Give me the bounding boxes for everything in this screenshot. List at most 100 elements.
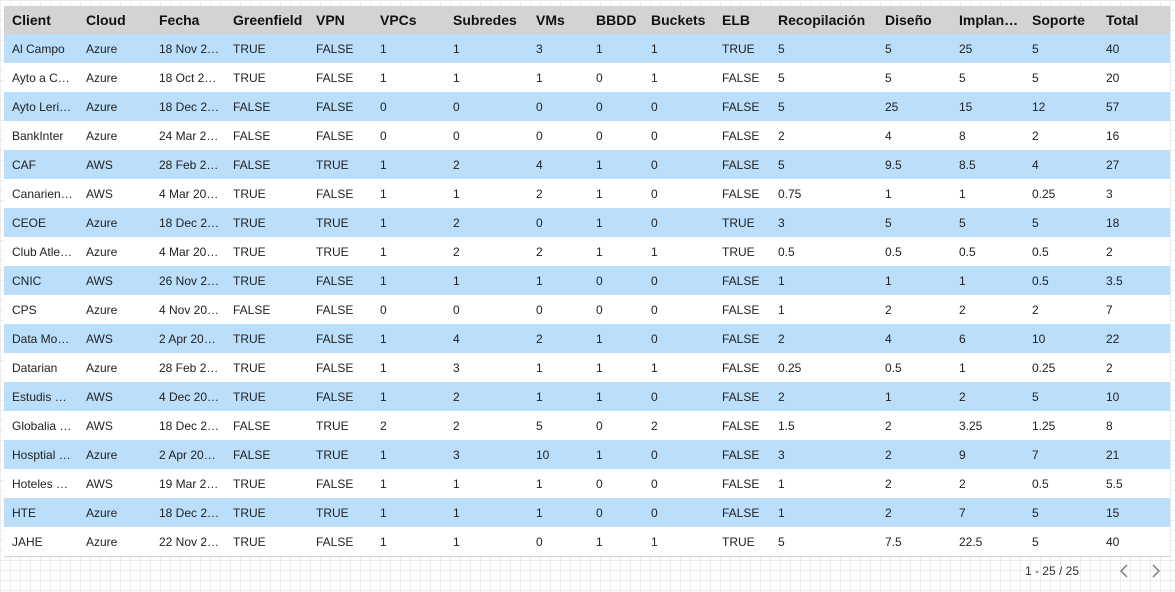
cell-fecha: 28 Feb 2… [151,150,225,179]
cell-bbdd: 1 [588,208,643,237]
pagination: 1 - 25 / 25 [1025,562,1165,580]
table-row[interactable]: HTE Azure 18 Dec 2… TRUE TRUE 1 1 1 0 0 FALSE 1 2 7 5 1… [4,498,1170,527]
column-header-vms[interactable]: VMs [528,6,588,34]
cell-subredes: 1 [445,498,528,527]
column-header-vpcs[interactable]: VPCs [372,6,445,34]
table-row[interactable]: Canarien… AWS 4 Mar 20… TRUE FALSE 1 1 2 1 0 FALSE… [4,179,1170,208]
table-row[interactable]: CAF AWS 28 Feb 2… FALSE TRUE 1 2 4 1 0 FALSE 5 9.5 8.… [4,150,1170,179]
cell-greenfield: TRUE [225,527,308,556]
cell-total: 21 [1098,440,1170,469]
chevron-right-icon[interactable] [1147,562,1165,580]
cell-elb: TRUE [714,208,770,237]
column-header-buckets[interactable]: Buckets [643,6,714,34]
table-row[interactable]: Globalia … AWS 18 Dec 2… FALSE TRUE 2 2 5 0 2 FALS… [4,411,1170,440]
cell-total: 2 [1098,237,1170,266]
cell-vms: 0 [528,295,588,324]
column-header-greenfield[interactable]: Greenfield [225,6,308,34]
cell-soporte: 0.5 [1024,237,1098,266]
table-row[interactable]: Datarian Azure 28 Feb 2… TRUE FALSE 1 3 1 1 1 FALS… [4,353,1170,382]
column-header-bbdd[interactable]: BBDD [588,6,643,34]
column-header-vpn[interactable]: VPN [308,6,372,34]
cell-soporte: 5 [1024,63,1098,92]
cell-subredes: 0 [445,121,528,150]
column-header-total[interactable]: Total [1098,6,1170,34]
cell-fecha: 2 Apr 20… [151,440,225,469]
cell-client: Canarien… [4,179,78,208]
table-row[interactable]: CPS Azure 4 Nov 20… FALSE FALSE 0 0 0 0 0 FALSE 1 2 2… [4,295,1170,324]
cell-vpcs: 1 [372,324,445,353]
cell-implan: 0.5 [951,237,1024,266]
cell-fecha: 18 Dec 2… [151,498,225,527]
cell-diseno: 4 [877,324,951,353]
cell-client: CPS [4,295,78,324]
cell-buckets: 0 [643,121,714,150]
cell-greenfield: TRUE [225,382,308,411]
cell-vpn: FALSE [308,92,372,121]
column-header-implan[interactable]: Implan… [951,6,1024,34]
cell-soporte: 0.5 [1024,266,1098,295]
cell-cloud: AWS [78,150,151,179]
table-row[interactable]: JAHE Azure 22 Nov 2… TRUE FALSE 1 1 0 1 1 TRUE 5 7.5… [4,527,1170,556]
cell-vpn: FALSE [308,382,372,411]
column-header-cloud[interactable]: Cloud [78,6,151,34]
cell-recopilacion: 0.75 [770,179,877,208]
cell-bbdd: 1 [588,237,643,266]
cell-soporte: 10 [1024,324,1098,353]
cell-buckets: 0 [643,150,714,179]
column-header-recopilacion[interactable]: Recopilación [770,6,877,34]
cell-greenfield: FALSE [225,411,308,440]
cell-implan: 7 [951,498,1024,527]
cell-diseno: 0.5 [877,237,951,266]
cell-recopilacion: 2 [770,121,877,150]
cell-vpn: FALSE [308,353,372,382]
cell-recopilacion: 2 [770,324,877,353]
table-row[interactable]: Data Mo… AWS 2 Apr 20… TRUE FALSE 1 4 2 1 0 FALSE 2… [4,324,1170,353]
cell-diseno: 2 [877,440,951,469]
cell-subredes: 1 [445,34,528,63]
cell-bbdd: 0 [588,92,643,121]
cell-soporte: 7 [1024,440,1098,469]
cell-vpcs: 1 [372,237,445,266]
cell-bbdd: 1 [588,324,643,353]
cell-subredes: 0 [445,295,528,324]
cell-implan: 5 [951,208,1024,237]
table-row[interactable]: Hosptial … Azure 2 Apr 20… FALSE TRUE 1 3 10 1 0 F… [4,440,1170,469]
column-header-elb[interactable]: ELB [714,6,770,34]
cell-recopilacion: 1 [770,469,877,498]
cell-soporte: 0.5 [1024,469,1098,498]
table-row[interactable]: Estudis … AWS 4 Dec 20… TRUE FALSE 1 2 1 1 0 FALSE… [4,382,1170,411]
cell-fecha: 4 Mar 20… [151,179,225,208]
cell-client: Hosptial … [4,440,78,469]
cell-vms: 0 [528,527,588,556]
table-row[interactable]: BankInter Azure 24 Mar 2… FALSE FALSE 0 0 0 0 0 FA… [4,121,1170,150]
table-row[interactable]: Al Campo Azure 18 Nov 2… TRUE FALSE 1 1 3 1 1 TRUE… [4,34,1170,63]
table-row[interactable]: Hoteles … AWS 19 Mar 2… TRUE FALSE 1 1 1 0 0 FALSE… [4,469,1170,498]
column-header-soporte[interactable]: Soporte [1024,6,1098,34]
cell-cloud: Azure [78,527,151,556]
table-row[interactable]: Ayto a C… Azure 18 Oct 2… TRUE FALSE 1 1 1 0 1 FAL… [4,63,1170,92]
cell-vms: 10 [528,440,588,469]
column-header-client[interactable]: Client [4,6,78,34]
cell-vpn: FALSE [308,121,372,150]
cell-vms: 1 [528,63,588,92]
table-row[interactable]: CEOE Azure 18 Dec 2… TRUE TRUE 1 2 0 1 0 TRUE 3 5 5 5 1… [4,208,1170,237]
cell-client: Al Campo [4,34,78,63]
cell-greenfield: TRUE [225,34,308,63]
table-body: Al Campo Azure 18 Nov 2… TRUE FALSE 1 1 3 1 1 TRUE… [4,34,1170,556]
column-header-diseno[interactable]: Diseño [877,6,951,34]
column-header-fecha[interactable]: Fecha [151,6,225,34]
cell-cloud: Azure [78,498,151,527]
table-row[interactable]: Ayto Leri… Azure 18 Dec 2… FALSE FALSE 0 0 0 0 0 F… [4,92,1170,121]
cell-buckets: 0 [643,498,714,527]
cell-total: 40 [1098,527,1170,556]
cell-cloud: AWS [78,382,151,411]
cell-total: 2 [1098,353,1170,382]
table-row[interactable]: CNIC AWS 26 Nov 2… TRUE FALSE 1 1 1 0 0 FALSE 1 1 1 0.… [4,266,1170,295]
cell-subredes: 2 [445,382,528,411]
cell-elb: FALSE [714,92,770,121]
cell-diseno: 4 [877,121,951,150]
table-row[interactable]: Club Atle… Azure 4 Mar 20… TRUE TRUE 1 2 2 1 1 TRU… [4,237,1170,266]
column-header-subredes[interactable]: Subredes [445,6,528,34]
chevron-left-icon[interactable] [1115,562,1133,580]
cell-total: 15 [1098,498,1170,527]
